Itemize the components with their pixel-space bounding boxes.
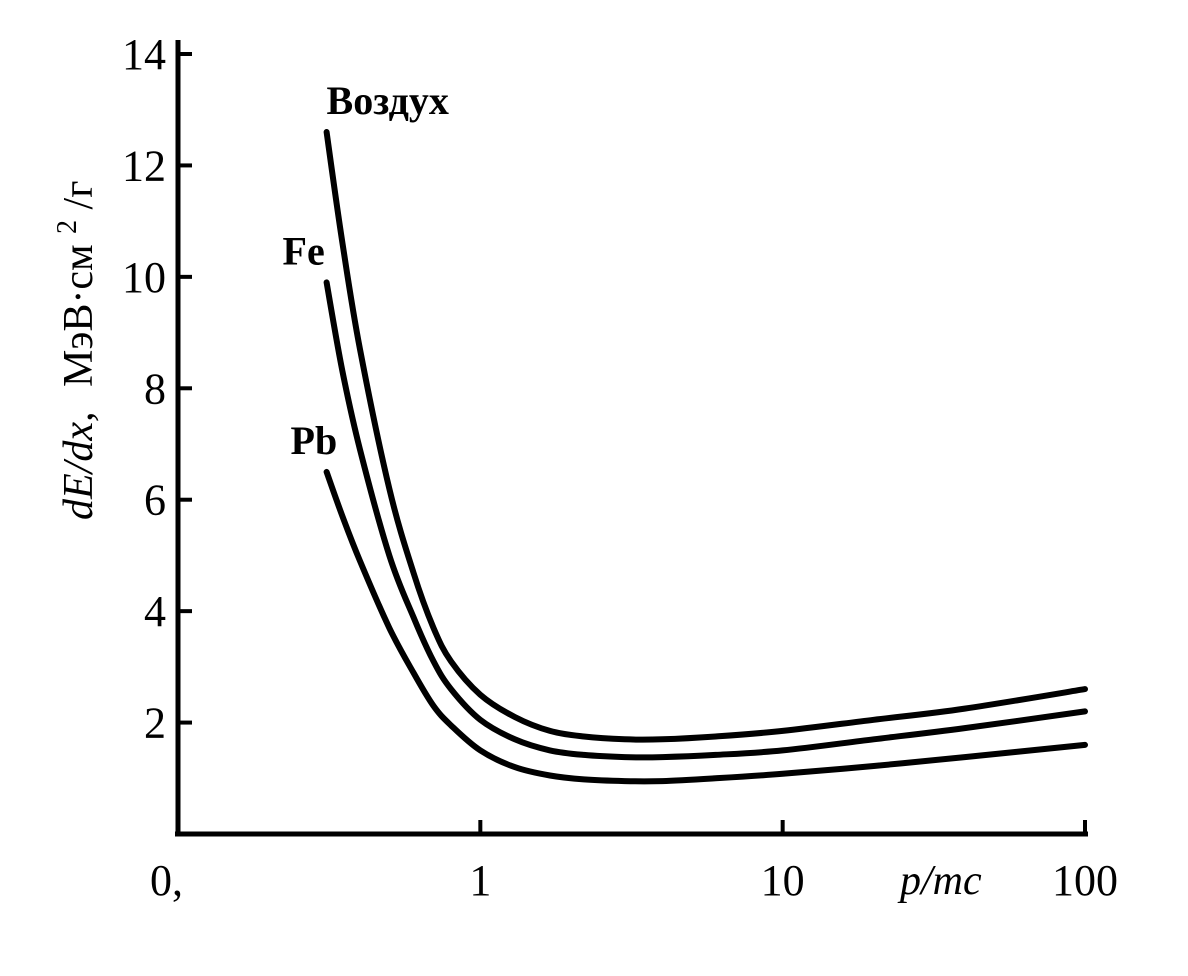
x-tick-label-1: 1 (469, 856, 491, 905)
series-label-pb: Pb (291, 418, 338, 463)
x-axis-label: p/mc (897, 858, 982, 904)
y-tick-label-6: 6 (144, 476, 166, 525)
y-ticks: 2 4 6 8 10 12 14 (122, 30, 192, 748)
series-label-fe: Fe (283, 228, 325, 273)
curve-fe (323, 279, 1088, 761)
curve-pb (323, 468, 1088, 785)
y-tick-label-8: 8 (144, 364, 166, 413)
x-tick-label-100: 100 (1052, 856, 1118, 905)
series-labels: Воздух Fe Pb (283, 78, 449, 463)
curve-air (323, 129, 1088, 743)
series-label-air: Воздух (327, 78, 449, 123)
axes (175, 40, 1088, 837)
x-tick-label-10: 10 (761, 856, 805, 905)
x-origin-label: 0, (150, 856, 183, 905)
y-tick-label-10: 10 (122, 253, 166, 302)
y-axis-label-math: dE/dx, (56, 412, 102, 520)
y-tick-label-2: 2 (144, 699, 166, 748)
y-axis-label-sup: 2 (52, 220, 83, 234)
x-ticks: 1 10 100 (469, 820, 1118, 905)
y-axis-label-unit: МэВ·см (56, 244, 102, 387)
y-tick-label-12: 12 (122, 141, 166, 190)
y-tick-label-14: 14 (122, 30, 166, 79)
y-axis-label: dE/dx, МэВ·см 2 /г (40, 181, 102, 520)
y-tick-label-4: 4 (144, 587, 166, 636)
curves (323, 129, 1088, 785)
y-axis-label-unit-end: /г (56, 181, 102, 210)
